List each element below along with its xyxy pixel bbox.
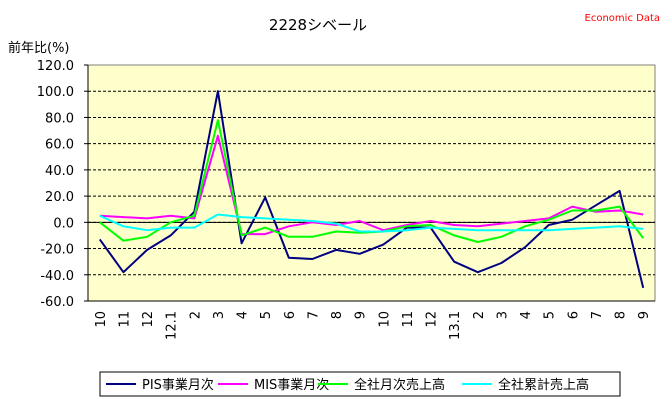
- y-tick-label: 40.0: [45, 164, 74, 179]
- y-tick-label: 100.0: [37, 85, 74, 100]
- x-tick-label: 11: [117, 311, 132, 328]
- legend-label: 全社累計売上高: [498, 377, 589, 393]
- x-tick-label: 2: [472, 311, 487, 319]
- x-tick-label: 4: [236, 311, 251, 319]
- x-tick-label: 6: [566, 311, 581, 319]
- x-tick-label: 8: [330, 311, 345, 319]
- x-tick-label: 5: [259, 311, 274, 319]
- legend-label: 全社月次売上高: [354, 377, 445, 393]
- x-tick-labels: 10 11 12 12.1 2 3 4 5 6 7 8 9 10 11 12 13.1 2 3 4 5 6 7 8 9: [94, 311, 652, 340]
- x-tick-label: 9: [637, 311, 652, 319]
- x-tick-label: 10: [94, 311, 109, 328]
- legend-label: MIS事業月次: [254, 377, 329, 393]
- x-tick-label: 5: [543, 311, 558, 319]
- x-tick-label: 8: [614, 311, 629, 319]
- plot-area: [87, 64, 656, 302]
- x-tick-label: 12.1: [165, 311, 180, 340]
- series-group: [98, 90, 645, 289]
- y-tick-label: 120.0: [37, 59, 74, 74]
- legend-label: PIS事業月次: [142, 377, 214, 393]
- x-tick-label: 13.1: [448, 311, 463, 340]
- x-tick-label: 3: [212, 311, 227, 319]
- x-tick-label: 12: [425, 311, 440, 328]
- series-line-2: [99, 134, 644, 236]
- x-tick-label: 6: [283, 311, 298, 319]
- series-line-1: [98, 90, 645, 289]
- x-tick-label: 10: [377, 311, 392, 328]
- legend: PIS事業月次 MIS事業月次 全社月次売上高 全社累計売上高: [99, 371, 621, 397]
- y-tick-labels: 120.0 100.0 80.0 60.0 40.0 20.0 0.0 -20.0 -40.0 -…: [37, 59, 88, 310]
- y-tick-label: 20.0: [45, 190, 74, 205]
- x-tick-label: 2: [188, 311, 203, 319]
- chart-title: 2228シベール: [269, 16, 367, 34]
- y-tick-label: 0.0: [53, 216, 74, 231]
- legend-box: [99, 371, 621, 397]
- y-tick-label: -20.0: [40, 243, 74, 258]
- y-tick-label: -40.0: [40, 269, 74, 284]
- x-tick-label: 9: [354, 311, 369, 319]
- x-tick-label: 4: [519, 311, 534, 319]
- watermark-label: Economic Data: [585, 13, 660, 24]
- x-tick-label: 7: [306, 311, 321, 319]
- y-tick-label: 80.0: [45, 111, 74, 126]
- y-axis-label: 前年比(%): [8, 40, 70, 56]
- x-tick-label: 12: [141, 311, 156, 328]
- x-tick-label: 11: [401, 311, 416, 328]
- x-tick-label: 3: [495, 311, 510, 319]
- x-tick-label: 7: [590, 311, 605, 319]
- y-tick-label: -60.0: [40, 295, 74, 310]
- y-tick-label: 60.0: [45, 138, 74, 153]
- series-line-4: [99, 213, 644, 233]
